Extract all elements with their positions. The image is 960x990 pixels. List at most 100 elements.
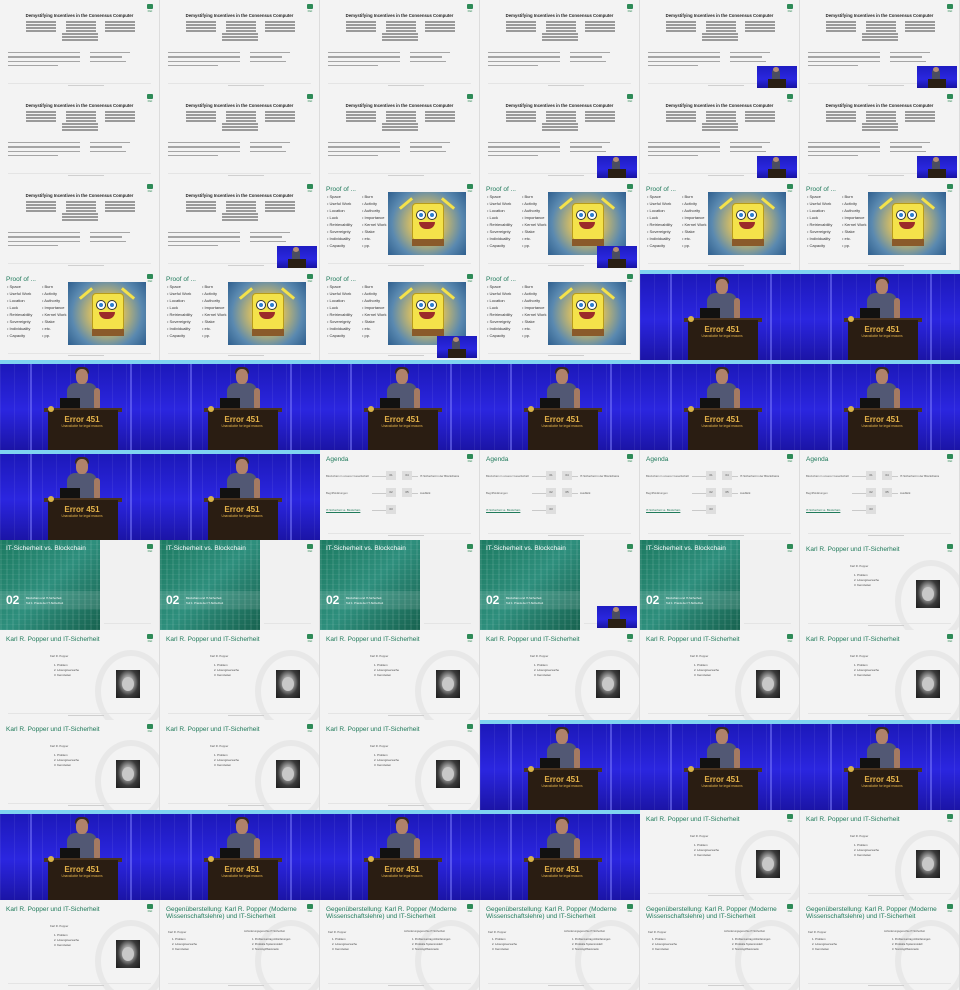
popper-slide-thumbnail[interactable]: FEI Karl R. Popper und IT-Sicherheit Kar…: [0, 720, 160, 810]
popper-slide-thumbnail[interactable]: FEI Karl R. Popper und IT-Sicherheit Kar…: [320, 720, 480, 810]
slide-footer: [328, 353, 471, 357]
popper-slide-thumbnail[interactable]: FEI Karl R. Popper und IT-Sicherheit Kar…: [800, 810, 960, 900]
sign-subtitle: Unavailable for legal reasons: [381, 424, 423, 428]
proof-slide-thumbnail[interactable]: FEI Proof of ... SpaceBurnUseful WorkAct…: [0, 270, 160, 360]
title-slide-thumbnail[interactable]: FEI Demystifying Incentives in the Conse…: [320, 0, 480, 90]
title-slide-thumbnail[interactable]: FEI Demystifying Incentives in the Conse…: [0, 0, 160, 90]
title-slide-thumbnail[interactable]: FEI Demystifying Incentives in the Conse…: [160, 180, 320, 270]
title-slide-thumbnail[interactable]: FEI Demystifying Incentives in the Conse…: [800, 90, 960, 180]
title-slide-thumbnail[interactable]: FEI Demystifying Incentives in the Conse…: [800, 0, 960, 90]
proof-slide-thumbnail[interactable]: FEI Proof of ... SpaceBurnUseful WorkAct…: [320, 270, 480, 360]
list-item: 2. Lösungsversuche: [694, 848, 720, 852]
abstract-text: [8, 52, 80, 69]
comparison-slide-thumbnail[interactable]: FEI Gegenüberstellung: Karl R. Popper (M…: [640, 900, 800, 990]
agenda-label: IT-Sicherheit in der Blockchains: [740, 474, 780, 478]
comparison-slide-thumbnail[interactable]: FEI Gegenüberstellung: Karl R. Popper (M…: [800, 900, 960, 990]
title-slide-thumbnail[interactable]: FEI Demystifying Incentives in the Conse…: [480, 90, 640, 180]
popper-slide-thumbnail[interactable]: FEI Karl R. Popper und IT-Sicherheit Kar…: [160, 630, 320, 720]
proof-slide-thumbnail[interactable]: FEI Proof of ... SpaceBurnUseful WorkAct…: [480, 180, 640, 270]
agenda-slide-thumbnail[interactable]: FEI Agenda Blockchain in unserer Gesells…: [480, 450, 640, 540]
slide-title: IT-Sicherheit vs. Blockchain: [486, 545, 566, 552]
stage-video-thumbnail[interactable]: Error 451 Unavailable for legal reasons: [640, 720, 800, 810]
comparison-slide-thumbnail[interactable]: FEI Gegenüberstellung: Karl R. Popper (M…: [320, 900, 480, 990]
stage-video-thumbnail[interactable]: Error 451 Unavailable for legal reasons: [480, 810, 640, 900]
stage-video-thumbnail[interactable]: Error 451 Unavailable for legal reasons: [160, 360, 320, 450]
it-security-section-thumbnail[interactable]: FEI IT-Sicherheit vs. Blockchain 02 Bloc…: [320, 540, 480, 630]
agenda-box: 02: [546, 488, 556, 497]
stage-video-thumbnail[interactable]: Error 451 Unavailable for legal reasons: [160, 810, 320, 900]
proof-slide-thumbnail[interactable]: FEI Proof of ... SpaceBurnUseful WorkAct…: [640, 180, 800, 270]
title-slide-thumbnail[interactable]: FEI Demystifying Incentives in the Conse…: [480, 0, 640, 90]
popper-slide-thumbnail[interactable]: FEI Karl R. Popper und IT-Sicherheit Kar…: [160, 720, 320, 810]
popper-slide-thumbnail[interactable]: FEI Karl R. Popper und IT-Sicherheit Kar…: [800, 630, 960, 720]
stage-video-thumbnail[interactable]: Error 451 Unavailable for legal reasons: [0, 450, 160, 540]
list-item: 1. Problemvertrag Anforderungen: [252, 938, 291, 941]
laptop: [220, 398, 240, 411]
popper-slide-thumbnail[interactable]: FEI Karl R. Popper und IT-Sicherheit Kar…: [0, 630, 160, 720]
title-slide-thumbnail[interactable]: FEI Demystifying Incentives in the Conse…: [640, 0, 800, 90]
it-security-section-thumbnail[interactable]: FEI IT-Sicherheit vs. Blockchain 02 Bloc…: [0, 540, 160, 630]
proof-slide-thumbnail[interactable]: FEI Proof of ... SpaceBurnUseful WorkAct…: [480, 270, 640, 360]
university-logo: FEI: [466, 4, 474, 13]
agenda-slide-thumbnail[interactable]: FEI Agenda Blockchain in unserer Gesells…: [800, 450, 960, 540]
notes-text: [730, 52, 770, 65]
stage-video-thumbnail[interactable]: Error 451 Unavailable for legal reasons: [800, 360, 960, 450]
background-watermark: [895, 920, 959, 990]
podium: [848, 410, 918, 450]
podium: [528, 410, 598, 450]
comparison-slide-thumbnail[interactable]: FEI Gegenüberstellung: Karl R. Popper (M…: [480, 900, 640, 990]
stage-video-thumbnail[interactable]: Error 451 Unavailable for legal reasons: [480, 360, 640, 450]
stage-video-thumbnail[interactable]: Error 451 Unavailable for legal reasons: [640, 360, 800, 450]
list-item: 2. Lösungsversuche: [854, 848, 880, 852]
stage-video-thumbnail[interactable]: Error 451 Unavailable for legal reasons: [320, 360, 480, 450]
author-block-center: [62, 123, 98, 132]
popper-slide-thumbnail[interactable]: FEI Karl R. Popper und IT-Sicherheit Kar…: [640, 630, 800, 720]
proof-item: Stake: [202, 319, 237, 324]
abstract-text: [168, 232, 240, 249]
title-slide-thumbnail[interactable]: FEI Demystifying Incentives in the Conse…: [0, 180, 160, 270]
agenda-item: Blockchain in unserer Gesellschaft: [806, 474, 849, 478]
stage-video-thumbnail[interactable]: Error 451 Unavailable for legal reasons: [640, 270, 800, 360]
agenda-box: 03: [546, 505, 556, 514]
stage-video-thumbnail[interactable]: Error 451 Unavailable for legal reasons: [800, 720, 960, 810]
popper-slide-thumbnail[interactable]: FEI Karl R. Popper und IT-Sicherheit Kar…: [640, 810, 800, 900]
proof-slide-thumbnail[interactable]: FEI Proof of ... SpaceBurnUseful WorkAct…: [800, 180, 960, 270]
background-watermark: [415, 740, 479, 810]
popper-slide-thumbnail[interactable]: FEI Karl R. Popper und IT-Sicherheit Kar…: [480, 630, 640, 720]
popper-slide-thumbnail[interactable]: FEI Karl R. Popper und IT-Sicherheit Kar…: [800, 540, 960, 630]
it-security-section-thumbnail[interactable]: FEI IT-Sicherheit vs. Blockchain 02 Bloc…: [160, 540, 320, 630]
university-logo: FEI: [626, 184, 634, 193]
stage-video-thumbnail[interactable]: Error 451 Unavailable for legal reasons: [160, 450, 320, 540]
stage-video-thumbnail[interactable]: Error 451 Unavailable for legal reasons: [320, 810, 480, 900]
title-slide-thumbnail[interactable]: FEI Demystifying Incentives in the Conse…: [160, 0, 320, 90]
author-block-center: [222, 123, 258, 132]
proof-item: Kernel Work: [522, 312, 557, 317]
sign-subtitle: Unavailable for legal reasons: [701, 424, 743, 428]
stage-video-thumbnail[interactable]: Error 451 Unavailable for legal reasons: [0, 810, 160, 900]
proof-item: Activity: [362, 291, 397, 296]
spongebob-meme-image: [868, 192, 946, 255]
university-logo: FEI: [946, 184, 954, 193]
proof-item: pp.: [42, 333, 77, 338]
stage-video-thumbnail[interactable]: Error 451 Unavailable for legal reasons: [0, 360, 160, 450]
title-slide-thumbnail[interactable]: FEI Demystifying Incentives in the Conse…: [0, 90, 160, 180]
proof-item: Useful Work: [487, 201, 522, 206]
title-slide-thumbnail[interactable]: FEI Demystifying Incentives in the Conse…: [640, 90, 800, 180]
proof-item: etc.: [842, 236, 877, 241]
title-slide-thumbnail[interactable]: FEI Demystifying Incentives in the Conse…: [320, 90, 480, 180]
popper-slide-thumbnail[interactable]: FEI Karl R. Popper und IT-Sicherheit Kar…: [320, 630, 480, 720]
it-security-section-thumbnail[interactable]: FEI IT-Sicherheit vs. Blockchain 02 Bloc…: [480, 540, 640, 630]
comparison-slide-thumbnail[interactable]: FEI Gegenüberstellung: Karl R. Popper (M…: [160, 900, 320, 990]
popper-slide-thumbnail[interactable]: FEI Karl R. Popper und IT-Sicherheit Kar…: [0, 900, 160, 990]
stage-video-thumbnail[interactable]: Error 451 Unavailable for legal reasons: [480, 720, 640, 810]
agenda-slide-thumbnail[interactable]: FEI Agenda Blockchain in unserer Gesells…: [320, 450, 480, 540]
proof-slide-thumbnail[interactable]: FEI Proof of ... SpaceBurnUseful WorkAct…: [160, 270, 320, 360]
proof-slide-thumbnail[interactable]: FEI Proof of ... SpaceBurnUseful WorkAct…: [320, 180, 480, 270]
person-name: Karl R. Popper: [530, 654, 549, 658]
stage-video-thumbnail[interactable]: Error 451 Unavailable for legal reasons: [800, 270, 960, 360]
it-security-section-thumbnail[interactable]: FEI IT-Sicherheit vs. Blockchain 02 Bloc…: [640, 540, 800, 630]
agenda-slide-thumbnail[interactable]: FEI Agenda Blockchain in unserer Gesells…: [640, 450, 800, 540]
proof-item: Individuality: [807, 236, 842, 241]
proof-item: Capacity: [807, 243, 842, 248]
title-slide-thumbnail[interactable]: FEI Demystifying Incentives in the Conse…: [160, 90, 320, 180]
